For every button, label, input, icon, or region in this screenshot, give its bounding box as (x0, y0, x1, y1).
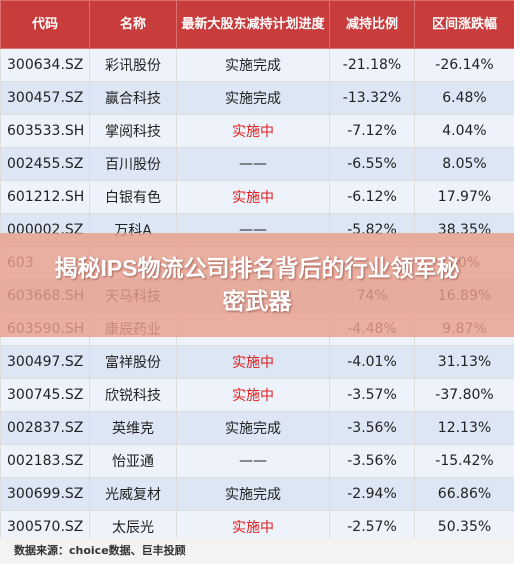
cell-progress: 实施中 (176, 378, 330, 412)
cell-code: 300497.SZ (0, 345, 90, 379)
cell-code: 002837.SZ (0, 411, 90, 445)
cell-code: 300634.SZ (0, 48, 90, 82)
cell-ratio: -6.12% (329, 180, 415, 214)
cell-progress: —— (176, 147, 330, 181)
cell-code: 300745.SZ (0, 378, 90, 412)
cell-ratio: -6.55% (329, 147, 415, 181)
cell-name: 欣锐科技 (89, 378, 177, 412)
cell-ratio: -2.94% (329, 477, 415, 511)
table-row: 300634.SZ 彩讯股份 实施完成 -21.18% -26.14% (0, 48, 514, 82)
cell-code: 002455.SZ (0, 147, 90, 181)
cell-code: 300699.SZ (0, 477, 90, 511)
table-row: 002455.SZ 百川股份 —— -6.55% 8.05% (0, 147, 514, 181)
cell-change: 8.05% (414, 147, 514, 181)
table-row: 300457.SZ 赢合科技 实施完成 -13.32% 6.48% (0, 81, 514, 115)
cell-progress: 实施完成 (176, 48, 330, 82)
cell-change: 12.13% (414, 411, 514, 445)
cell-name: 光威复材 (89, 477, 177, 511)
header-ratio: 减持比例 (329, 0, 415, 49)
table-row: 603533.SH 掌阅科技 实施中 -7.12% 4.04% (0, 114, 514, 148)
article-title-banner: 揭秘IPS物流公司排名背后的行业领军秘密武器 (0, 233, 514, 337)
cell-change: 17.97% (414, 180, 514, 214)
cell-name: 彩讯股份 (89, 48, 177, 82)
cell-ratio: -13.32% (329, 81, 415, 115)
table-row: 300745.SZ 欣锐科技 实施中 -3.57% -37.80% (0, 378, 514, 412)
cell-progress: 实施完成 (176, 477, 330, 511)
header-change: 区间涨跌幅 (414, 0, 514, 49)
article-title: 揭秘IPS物流公司排名背后的行业领军秘密武器 (54, 255, 460, 314)
cell-name: 富祥股份 (89, 345, 177, 379)
table-row: 002183.SZ 怡亚通 —— -3.56% -15.42% (0, 444, 514, 478)
cell-progress: 实施完成 (176, 81, 330, 115)
cell-progress: 实施中 (176, 180, 330, 214)
header-progress: 最新大股东减持计划进度 (176, 0, 330, 49)
data-source-note: 数据来源：choice数据、巨丰投顾 (0, 538, 514, 564)
header-code: 代码 (0, 0, 90, 49)
cell-name: 怡亚通 (89, 444, 177, 478)
cell-change: 50.35% (414, 510, 514, 544)
cell-ratio: -3.56% (329, 444, 415, 478)
cell-ratio: -3.57% (329, 378, 415, 412)
cell-name: 英维克 (89, 411, 177, 445)
cell-change: -26.14% (414, 48, 514, 82)
cell-change: 6.48% (414, 81, 514, 115)
cell-name: 百川股份 (89, 147, 177, 181)
cell-code: 603533.SH (0, 114, 90, 148)
cell-change: 66.86% (414, 477, 514, 511)
table-row: 601212.SH 白银有色 实施中 -6.12% 17.97% (0, 180, 514, 214)
cell-ratio: -3.56% (329, 411, 415, 445)
cell-progress: 实施中 (176, 114, 330, 148)
cell-progress: —— (176, 444, 330, 478)
table-header-row: 代码 名称 最新大股东减持计划进度 减持比例 区间涨跌幅 (0, 0, 514, 49)
cell-change: 31.13% (414, 345, 514, 379)
cell-code: 601212.SH (0, 180, 90, 214)
cell-ratio: -7.12% (329, 114, 415, 148)
cell-name: 掌阅科技 (89, 114, 177, 148)
cell-change: -15.42% (414, 444, 514, 478)
cell-change: -37.80% (414, 378, 514, 412)
header-name: 名称 (89, 0, 177, 49)
cell-progress: 实施完成 (176, 411, 330, 445)
cell-code: 300457.SZ (0, 81, 90, 115)
cell-name: 赢合科技 (89, 81, 177, 115)
cell-ratio: -4.01% (329, 345, 415, 379)
cell-code: 002183.SZ (0, 444, 90, 478)
table-row: 300497.SZ 富祥股份 实施中 -4.01% 31.13% (0, 345, 514, 379)
cell-change: 4.04% (414, 114, 514, 148)
cell-progress: 实施中 (176, 345, 330, 379)
cell-ratio: -21.18% (329, 48, 415, 82)
table-row: 002837.SZ 英维克 实施完成 -3.56% 12.13% (0, 411, 514, 445)
table-row: 300699.SZ 光威复材 实施完成 -2.94% 66.86% (0, 477, 514, 511)
cell-name: 白银有色 (89, 180, 177, 214)
